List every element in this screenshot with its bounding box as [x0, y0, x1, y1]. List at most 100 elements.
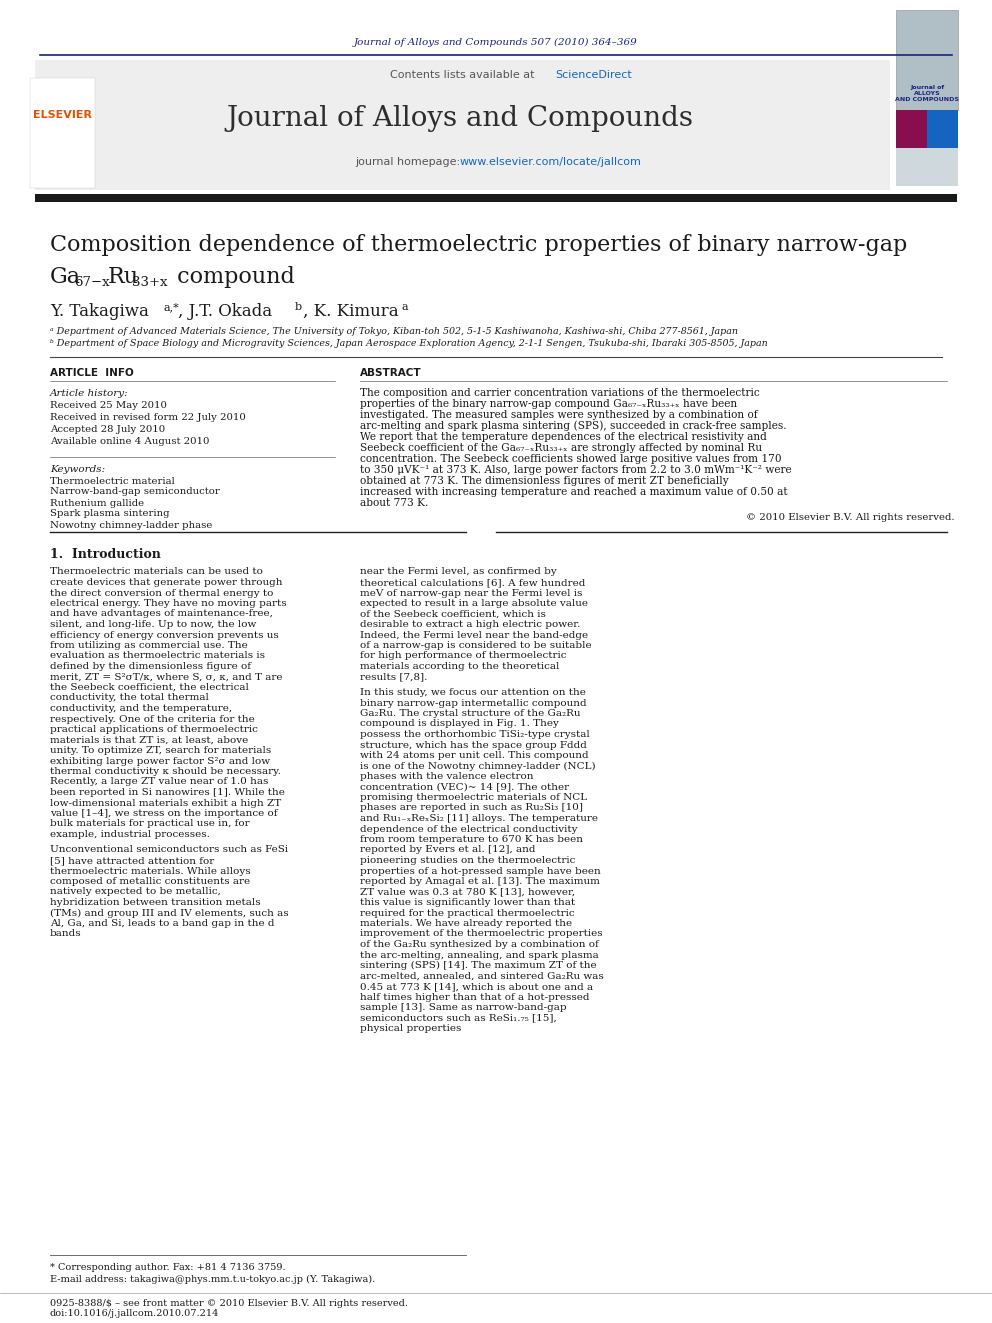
Text: the Seebeck coefficient, the electrical: the Seebeck coefficient, the electrical	[50, 683, 249, 692]
Text: (TMs) and group III and IV elements, such as: (TMs) and group III and IV elements, suc…	[50, 909, 289, 918]
Text: for high performance of thermoelectric: for high performance of thermoelectric	[360, 651, 566, 660]
Text: 0.45 at 773 K [14], which is about one and a: 0.45 at 773 K [14], which is about one a…	[360, 982, 593, 991]
Text: sample [13]. Same as narrow-band-gap: sample [13]. Same as narrow-band-gap	[360, 1003, 566, 1012]
Text: obtained at 773 K. The dimensionless figures of merit ZT beneficially: obtained at 773 K. The dimensionless fig…	[360, 476, 729, 486]
Text: of the Ga₂Ru synthesized by a combination of: of the Ga₂Ru synthesized by a combinatio…	[360, 941, 599, 949]
Text: composed of metallic constituents are: composed of metallic constituents are	[50, 877, 250, 886]
Text: , J.T. Okada: , J.T. Okada	[178, 303, 278, 319]
Text: 1.  Introduction: 1. Introduction	[50, 548, 161, 561]
Text: Recently, a large ZT value near of 1.0 has: Recently, a large ZT value near of 1.0 h…	[50, 778, 269, 786]
Text: value [1–4], we stress on the importance of: value [1–4], we stress on the importance…	[50, 808, 278, 818]
Text: * Corresponding author. Fax: +81 4 7136 3759.: * Corresponding author. Fax: +81 4 7136 …	[50, 1263, 286, 1273]
Text: Spark plasma sintering: Spark plasma sintering	[50, 509, 170, 519]
Text: The composition and carrier concentration variations of the thermoelectric: The composition and carrier concentratio…	[360, 388, 760, 398]
Text: half times higher than that of a hot-pressed: half times higher than that of a hot-pre…	[360, 992, 589, 1002]
Text: Ru: Ru	[108, 266, 139, 288]
Text: required for the practical thermoelectric: required for the practical thermoelectri…	[360, 909, 574, 917]
Text: Accepted 28 July 2010: Accepted 28 July 2010	[50, 426, 165, 434]
Text: 67−x: 67−x	[74, 277, 110, 290]
Text: , K. Kimura: , K. Kimura	[303, 303, 404, 319]
Text: © 2010 Elsevier B.V. All rights reserved.: © 2010 Elsevier B.V. All rights reserved…	[746, 512, 955, 521]
Text: meV of narrow-gap near the Fermi level is: meV of narrow-gap near the Fermi level i…	[360, 589, 582, 598]
Text: ARTICLE  INFO: ARTICLE INFO	[50, 368, 134, 378]
Text: concentration (VEC)~ 14 [9]. The other: concentration (VEC)~ 14 [9]. The other	[360, 782, 569, 791]
Text: merit, ZT = S²σT/κ, where S, σ, κ, and T are: merit, ZT = S²σT/κ, where S, σ, κ, and T…	[50, 672, 283, 681]
Text: defined by the dimensionless figure of: defined by the dimensionless figure of	[50, 662, 251, 671]
Text: bulk materials for practical use in, for: bulk materials for practical use in, for	[50, 819, 250, 828]
Text: improvement of the thermoelectric properties: improvement of the thermoelectric proper…	[360, 930, 602, 938]
Text: and have advantages of maintenance-free,: and have advantages of maintenance-free,	[50, 610, 273, 618]
Text: increased with increasing temperature and reached a maximum value of 0.50 at: increased with increasing temperature an…	[360, 487, 788, 497]
Text: concentration. The Seebeck coefficients showed large positive values from 170: concentration. The Seebeck coefficients …	[360, 454, 782, 464]
Text: is one of the Nowotny chimney-ladder (NCL): is one of the Nowotny chimney-ladder (NC…	[360, 762, 595, 770]
Text: arc-melted, annealed, and sintered Ga₂Ru was: arc-melted, annealed, and sintered Ga₂Ru…	[360, 971, 604, 980]
Text: respectively. One of the criteria for the: respectively. One of the criteria for th…	[50, 714, 255, 724]
Text: phases with the valence electron: phases with the valence electron	[360, 773, 534, 781]
Text: Ga₂Ru. The crystal structure of the Ga₂Ru: Ga₂Ru. The crystal structure of the Ga₂R…	[360, 709, 580, 718]
Text: Composition dependence of thermoelectric properties of binary narrow-gap: Composition dependence of thermoelectric…	[50, 234, 908, 255]
FancyBboxPatch shape	[35, 60, 890, 191]
Text: a,*: a,*	[164, 302, 180, 312]
Text: bands: bands	[50, 930, 81, 938]
Text: Narrow-band-gap semiconductor: Narrow-band-gap semiconductor	[50, 487, 220, 496]
Text: structure, which has the space group Fddd: structure, which has the space group Fdd…	[360, 741, 587, 750]
Text: from utilizing as commercial use. The: from utilizing as commercial use. The	[50, 642, 248, 650]
Text: Seebeck coefficient of the Ga₆₇₋ₓRu₃₃₊ₓ are strongly affected by nominal Ru: Seebeck coefficient of the Ga₆₇₋ₓRu₃₃₊ₓ …	[360, 443, 762, 452]
Text: www.elsevier.com/locate/jallcom: www.elsevier.com/locate/jallcom	[460, 157, 642, 167]
Text: electrical energy. They have no moving parts: electrical energy. They have no moving p…	[50, 599, 287, 609]
Text: the direct conversion of thermal energy to: the direct conversion of thermal energy …	[50, 589, 274, 598]
Text: silent, and long-life. Up to now, the low: silent, and long-life. Up to now, the lo…	[50, 620, 256, 628]
Text: the arc-melting, annealing, and spark plasma: the arc-melting, annealing, and spark pl…	[360, 950, 599, 959]
Text: compound is displayed in Fig. 1. They: compound is displayed in Fig. 1. They	[360, 720, 558, 729]
Text: properties of the binary narrow-gap compound Ga₆₇₋ₓRu₃₃₊ₓ have been: properties of the binary narrow-gap comp…	[360, 400, 737, 409]
Text: conductivity, and the temperature,: conductivity, and the temperature,	[50, 704, 232, 713]
Text: [5] have attracted attention for: [5] have attracted attention for	[50, 856, 214, 865]
Text: properties of a hot-pressed sample have been: properties of a hot-pressed sample have …	[360, 867, 601, 876]
Text: semiconductors such as ReSi₁.₇₅ [15],: semiconductors such as ReSi₁.₇₅ [15],	[360, 1013, 557, 1023]
Text: physical properties: physical properties	[360, 1024, 461, 1033]
Text: reported by Evers et al. [12], and: reported by Evers et al. [12], and	[360, 845, 536, 855]
Text: Available online 4 August 2010: Available online 4 August 2010	[50, 438, 209, 446]
Text: from room temperature to 670 K has been: from room temperature to 670 K has been	[360, 835, 583, 844]
Text: E-mail address: takagiwa@phys.mm.t.u-tokyo.ac.jp (Y. Takagiwa).: E-mail address: takagiwa@phys.mm.t.u-tok…	[50, 1274, 375, 1283]
Text: desirable to extract a high electric power.: desirable to extract a high electric pow…	[360, 620, 580, 628]
Text: about 773 K.: about 773 K.	[360, 497, 429, 508]
Text: ZT value was 0.3 at 780 K [13], however,: ZT value was 0.3 at 780 K [13], however,	[360, 888, 575, 897]
Text: doi:10.1016/j.jallcom.2010.07.214: doi:10.1016/j.jallcom.2010.07.214	[50, 1310, 219, 1319]
Text: 0925-8388/$ – see front matter © 2010 Elsevier B.V. All rights reserved.: 0925-8388/$ – see front matter © 2010 El…	[50, 1298, 408, 1307]
Text: ᵇ Department of Space Biology and Microgravity Sciences, Japan Aerospace Explora: ᵇ Department of Space Biology and Microg…	[50, 340, 768, 348]
Text: pioneering studies on the thermoelectric: pioneering studies on the thermoelectric	[360, 856, 575, 865]
Text: compound: compound	[170, 266, 295, 288]
Text: efficiency of energy conversion prevents us: efficiency of energy conversion prevents…	[50, 631, 279, 639]
Text: practical applications of thermoelectric: practical applications of thermoelectric	[50, 725, 258, 734]
Text: expected to result in a large absolute value: expected to result in a large absolute v…	[360, 599, 588, 609]
Text: Journal of Alloys and Compounds 507 (2010) 364–369: Journal of Alloys and Compounds 507 (201…	[354, 37, 638, 46]
Text: reported by Amagal et al. [13]. The maximum: reported by Amagal et al. [13]. The maxi…	[360, 877, 600, 886]
Text: Received 25 May 2010: Received 25 May 2010	[50, 401, 167, 410]
Text: theoretical calculations [6]. A few hundred: theoretical calculations [6]. A few hund…	[360, 578, 585, 587]
Text: Received in revised form 22 July 2010: Received in revised form 22 July 2010	[50, 414, 246, 422]
Text: Keywords:: Keywords:	[50, 464, 105, 474]
Text: thermal conductivity κ should be necessary.: thermal conductivity κ should be necessa…	[50, 767, 281, 777]
Text: this value is significantly lower than that: this value is significantly lower than t…	[360, 898, 575, 908]
Text: Y. Takagiwa: Y. Takagiwa	[50, 303, 154, 319]
Text: conductivity, the total thermal: conductivity, the total thermal	[50, 693, 209, 703]
Text: b: b	[295, 302, 303, 312]
Text: low-dimensional materials exhibit a high ZT: low-dimensional materials exhibit a high…	[50, 799, 282, 807]
Text: Article history:: Article history:	[50, 389, 129, 398]
Text: Al, Ga, and Si, leads to a band gap in the d: Al, Ga, and Si, leads to a band gap in t…	[50, 919, 275, 927]
Text: create devices that generate power through: create devices that generate power throu…	[50, 578, 283, 587]
FancyBboxPatch shape	[896, 148, 958, 187]
Text: Nowotny chimney-ladder phase: Nowotny chimney-ladder phase	[50, 520, 212, 529]
Text: Journal of Alloys and Compounds: Journal of Alloys and Compounds	[226, 105, 693, 131]
Text: Ruthenium gallide: Ruthenium gallide	[50, 499, 144, 508]
Text: been reported in Si nanowires [1]. While the: been reported in Si nanowires [1]. While…	[50, 789, 285, 796]
Text: materials according to the theoretical: materials according to the theoretical	[360, 662, 559, 671]
FancyBboxPatch shape	[896, 110, 927, 148]
Text: phases are reported in such as Ru₂Si₃ [10]: phases are reported in such as Ru₂Si₃ [1…	[360, 803, 583, 812]
FancyBboxPatch shape	[896, 11, 958, 110]
FancyBboxPatch shape	[35, 194, 957, 202]
Text: Unconventional semiconductors such as FeSi: Unconventional semiconductors such as Fe…	[50, 845, 288, 855]
Text: ᵃ Department of Advanced Materials Science, The University of Tokyo, Kiban-toh 5: ᵃ Department of Advanced Materials Scien…	[50, 327, 738, 336]
Text: In this study, we focus our attention on the: In this study, we focus our attention on…	[360, 688, 586, 697]
